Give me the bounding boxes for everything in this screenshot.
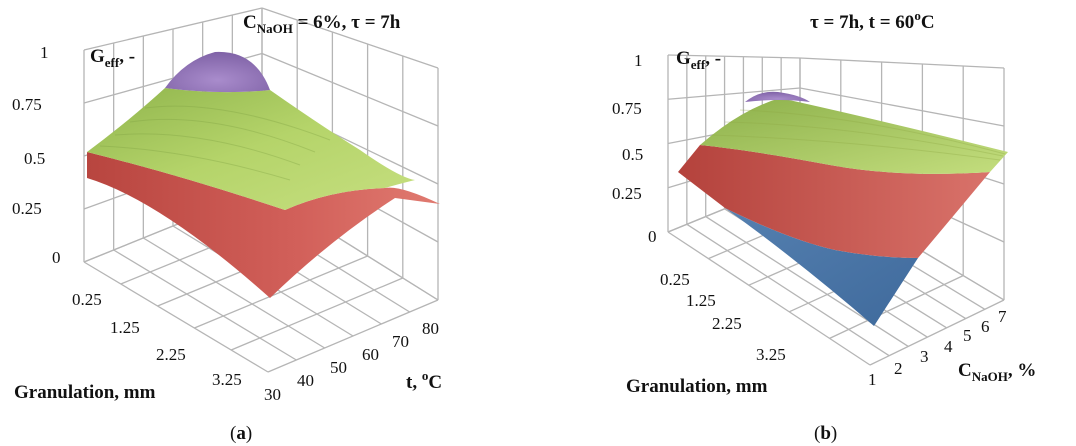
wall-gridline	[667, 87, 801, 100]
panel-a-x-ticks: 0.25 1.25 2.25 3.25	[72, 290, 242, 389]
y-tick-label: 60	[362, 345, 379, 364]
panel-b-surface	[678, 91, 1008, 326]
y-tick-label: 5	[963, 326, 972, 345]
floor-gridline	[829, 275, 964, 339]
y-tick-label: 1	[868, 370, 877, 389]
x-tick-label: 3.25	[756, 345, 786, 364]
wall-gridline	[261, 7, 439, 69]
y-tick-label: 40	[297, 371, 314, 390]
panel-a-surface-shading	[99, 105, 331, 181]
panel-a: 1 0.75 0.5 0.25 0 0.25 1.25 2.25 3.25 30…	[12, 7, 442, 444]
y-tick-label: 4	[944, 337, 953, 356]
y-tick-label: 7	[998, 307, 1007, 326]
x-tick-label: 0.25	[660, 270, 690, 289]
z-tick-label: 0.25	[12, 199, 42, 218]
wall-gridline	[799, 87, 1005, 127]
panel-a-title: CNaOH = 6%, τ = 7h	[243, 12, 401, 36]
panel-b-surface-purple-band	[745, 91, 810, 102]
y-tick-label: 50	[330, 358, 347, 377]
panel-b-z-axis-label: Geff, -	[676, 48, 721, 72]
y-tick-label: 30	[264, 385, 281, 404]
floor-gridline	[667, 231, 871, 366]
z-tick-label: 0	[648, 227, 657, 246]
panel-b-surface-shading	[711, 109, 1006, 161]
panel-b: 1 0.75 0.5 0.25 0 0.25 1.25 2.25 3.25 1 …	[612, 8, 1036, 444]
x-tick-label: 2.25	[156, 345, 186, 364]
panel-b-z-ticks: 1 0.75 0.5 0.25 0	[612, 51, 657, 246]
panel-b-surface-blue-band	[725, 208, 918, 326]
panel-a-surface-purple-band	[165, 51, 270, 93]
z-tick-label: 0.75	[612, 99, 642, 118]
panel-b-y-ticks: 1 2 3 4 5 6 7	[868, 307, 1007, 389]
y-tick-label: 3	[920, 347, 929, 366]
x-tick-label: 1.25	[686, 291, 716, 310]
x-tick-label: 2.25	[712, 314, 742, 333]
panel-a-z-ticks: 1 0.75 0.5 0.25 0	[12, 43, 61, 267]
panel-a-x-axis-label: Granulation, mm	[14, 382, 156, 403]
panel-a-y-axis-label: t, oC	[406, 368, 442, 393]
panel-b-surface-green-band	[700, 98, 1008, 174]
y-tick-label: 6	[981, 317, 990, 336]
panel-b-caption: (b)	[814, 423, 837, 444]
y-tick-label: 70	[392, 332, 409, 351]
floor-gridline	[113, 249, 297, 361]
panel-b-title: τ = 7h, t = 60oC	[810, 8, 935, 33]
floor-gridline	[686, 223, 890, 357]
floor-gridline	[83, 261, 269, 373]
z-tick-label: 1	[40, 43, 49, 62]
y-tick-label: 2	[894, 359, 903, 378]
z-tick-label: 0.5	[24, 149, 45, 168]
x-tick-label: 1.25	[110, 318, 140, 337]
wall-gridline	[667, 54, 801, 59]
x-tick-label: 0.25	[72, 290, 102, 309]
panel-a-y-ticks: 30 40 50 60 70 80	[264, 319, 439, 404]
z-tick-label: 0.5	[622, 145, 643, 164]
x-tick-label: 3.25	[212, 370, 242, 389]
z-tick-label: 1	[634, 51, 643, 70]
z-tick-label: 0.75	[12, 95, 42, 114]
panel-b-x-ticks: 0.25 1.25 2.25 3.25	[660, 270, 786, 364]
panel-a-caption: (a)	[230, 423, 252, 444]
floor-gridline	[142, 237, 326, 349]
panel-b-surface-red-band	[678, 145, 990, 258]
wall-gridline	[799, 57, 1005, 69]
panel-b-y-axis-label: CNaOH, %	[958, 360, 1036, 384]
y-tick-label: 80	[422, 319, 439, 338]
panel-b-x-axis-label: Granulation, mm	[626, 376, 768, 397]
panel-a-z-axis-label: Geff, -	[90, 46, 135, 70]
wall-gridline	[261, 52, 439, 127]
panel-a-surface-red-band	[87, 152, 440, 298]
floor-gridline	[869, 299, 1005, 366]
z-tick-label: 0.25	[612, 184, 642, 203]
panel-a-surface	[87, 51, 440, 298]
z-tick-label: 0	[52, 248, 61, 267]
panel-a-surface-green-band	[87, 88, 415, 210]
